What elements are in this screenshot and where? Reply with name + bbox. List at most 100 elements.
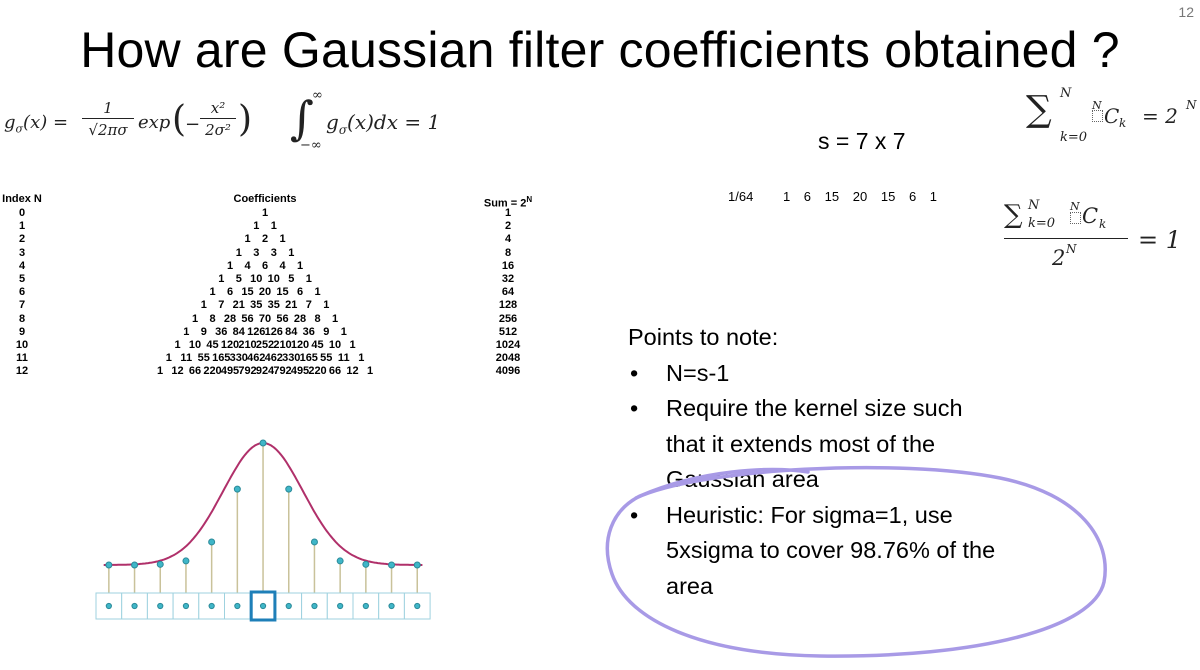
- sum-header-label: Sum = 2: [483, 197, 527, 210]
- gaussian-exp: exp: [138, 112, 171, 133]
- coefficient-cell: 12: [171, 365, 184, 378]
- sum-body: C: [1104, 104, 1120, 128]
- normalization-formula: ∑ N k=0 N C k 2 N = 1: [1004, 198, 1200, 284]
- sum-rhs: = 2: [1142, 104, 1178, 128]
- coefficient-cell: 792: [273, 365, 292, 378]
- coefficient-cell: 1: [358, 352, 365, 365]
- sample-point: [285, 485, 293, 493]
- row-index: 0: [18, 207, 26, 219]
- coefficient-cell: 7: [305, 299, 312, 312]
- ratio-sum-lower: k=0: [1028, 216, 1056, 231]
- coefficient-cell: 11: [337, 352, 350, 365]
- kernel-value: 15: [880, 189, 896, 204]
- gaussian-lhs: g: [4, 112, 16, 133]
- note-line: Heuristic: For sigma=1, use: [666, 501, 953, 528]
- ratio-body-sub: k: [1099, 217, 1107, 231]
- sample-point: [336, 557, 344, 565]
- pascal-triangle-table: Index N Coefficients Sum = 2N 0 1 1 1 1 1 2 2 1 2 1 4 3…: [0, 193, 540, 433]
- coefficient-cell: 45: [311, 339, 324, 351]
- cell-center-point: [131, 602, 138, 610]
- coefficient-cell: 1: [288, 246, 295, 259]
- coefficient-cell: 1: [183, 325, 190, 338]
- row-sum: 8: [504, 246, 512, 259]
- coefficient-cell: 84: [232, 325, 245, 338]
- coefficient-cell: 120: [220, 339, 240, 351]
- sample-point: [259, 439, 267, 447]
- row-sum: 256: [498, 312, 518, 325]
- sum-header: Sum = 2N: [484, 193, 532, 211]
- gaussian-exp-num: x²: [200, 98, 236, 119]
- coefficient-cell: 21: [232, 299, 245, 312]
- kernel-value: 1: [782, 189, 791, 204]
- row-index: 4: [18, 259, 26, 272]
- coefficient-cell: 9: [200, 325, 207, 338]
- coefficient-cell: 4: [244, 259, 251, 272]
- integral-formula: ∫ ∞ −∞ gσ(x)dx = 1: [290, 88, 480, 158]
- note-item: • N=s-1: [628, 356, 1068, 392]
- ratio-sum-sign: ∑: [1004, 200, 1023, 230]
- gaussian-sampling-figure: [95, 439, 431, 622]
- row-sum: 1: [504, 207, 512, 219]
- ratio-den-sup: N: [1066, 242, 1077, 256]
- cell-center-point: [182, 602, 190, 610]
- row-sum: 128: [498, 299, 518, 312]
- sample-point: [131, 561, 139, 569]
- coefficients-header: Coefficients: [233, 193, 297, 205]
- row-sum: 2048: [495, 352, 521, 365]
- sum-body-sub: k: [1119, 116, 1127, 130]
- sum-rhs-sup: N: [1186, 98, 1197, 112]
- sum-body-sup: N: [1092, 99, 1102, 112]
- coefficient-cell: 1: [349, 339, 356, 351]
- bullet-icon: •: [630, 359, 639, 386]
- kernel-scale: 1/64: [728, 189, 754, 204]
- row-sum: 1024: [495, 339, 521, 351]
- coefficient-cell: 36: [215, 325, 228, 338]
- sample-point: [182, 557, 190, 565]
- cell-center-point: [105, 602, 112, 610]
- coefficient-cell: 8: [209, 312, 216, 325]
- coefficient-cell: 15: [241, 286, 254, 299]
- row-index: 12: [15, 365, 29, 378]
- ratio-body-sup: N: [1070, 200, 1080, 213]
- placeholder-box-icon: [1092, 110, 1103, 122]
- coefficient-cell: 12: [346, 365, 359, 378]
- row-sum: 32: [501, 273, 515, 285]
- coefficient-cell: 9: [323, 325, 330, 338]
- row-sum: 4: [504, 233, 512, 246]
- note-item: • Require the kernel size such that it e…: [628, 391, 1068, 498]
- row-sum: 4096: [495, 365, 521, 378]
- coefficient-cell: 210: [273, 339, 292, 351]
- note-line: N=s-1: [666, 359, 730, 386]
- sample-point: [388, 561, 396, 569]
- note-line: Gaussian area: [666, 466, 819, 492]
- coefficient-cell: 462: [264, 352, 283, 365]
- coefficient-cell: 1: [270, 220, 277, 233]
- coefficient-cell: 165: [212, 352, 231, 365]
- row-index: 3: [18, 246, 26, 259]
- gaussian-close-paren: ): [238, 99, 253, 140]
- coefficient-cell: 5: [235, 273, 242, 285]
- coefficient-cell: 66: [188, 365, 202, 378]
- coefficient-cell: 45: [206, 339, 219, 351]
- sample-point: [362, 560, 370, 568]
- row-index: 5: [18, 273, 26, 285]
- row-index: 1: [18, 220, 26, 233]
- cell-center-point: [234, 602, 241, 610]
- kernel-value: 20: [852, 189, 868, 204]
- gaussian-minus: −: [185, 114, 201, 135]
- coefficient-cell: 21: [285, 299, 298, 312]
- kernel-value: 1: [929, 189, 938, 204]
- sample-point: [310, 538, 318, 546]
- coefficient-cell: 165: [299, 352, 318, 365]
- coefficient-cell: 1: [253, 220, 260, 233]
- coefficient-cell: 4: [279, 259, 286, 272]
- cell-center-point: [311, 602, 318, 610]
- cell-center-point: [157, 602, 164, 610]
- sample-point: [208, 538, 216, 546]
- binomial-sum-formula: ∑ N k=0 N C k = 2 N: [1026, 86, 1200, 150]
- row-index: 2: [18, 233, 26, 246]
- row-sum: 2: [504, 220, 512, 233]
- coefficient-cell: 1: [235, 246, 242, 259]
- coefficient-cell: 10: [250, 273, 263, 285]
- sample-point: [233, 485, 241, 493]
